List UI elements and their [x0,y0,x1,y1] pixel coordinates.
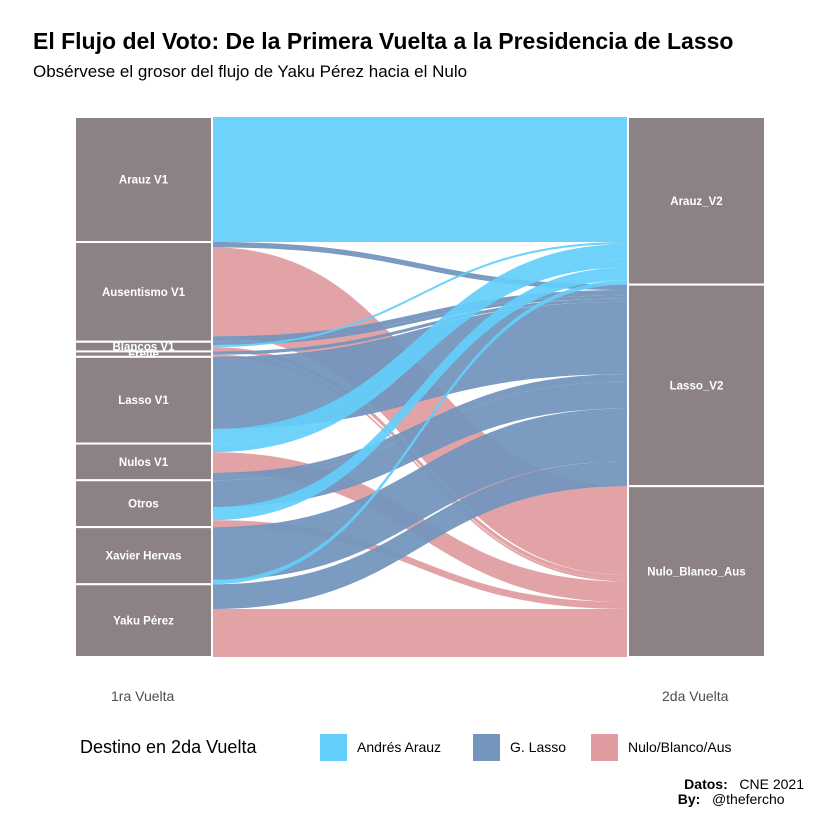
legend-title: Destino en 2da Vuelta [80,737,257,757]
flow-yaku-perez-to-lasso-v2 [212,461,628,610]
stratum-arauz-v1: Arauz V1 [74,116,213,244]
legend-label-lasso: G. Lasso [510,739,567,755]
flow-blancos-v1-to-lasso-v2 [212,295,628,345]
stratum-arauz-v2: Arauz_V2 [627,116,766,286]
caption-datos-label: Datos: [684,776,728,792]
stratum-ausentismo-v1-label: Ausentismo V1 [102,287,186,299]
stratum-nulo-blanco-aus-label: Nulo_Blanco_Aus [647,567,745,579]
legend-label-arauz: Andrés Arauz [357,739,442,755]
stratum-lasso-v1-label: Lasso V1 [118,395,169,407]
legend-item-nulo: Nulo/Blanco/Aus [591,733,732,761]
chart-title: El Flujo del Voto: De la Primera Vuelta … [33,28,734,54]
caption-by-label: By: [677,791,701,807]
stratum-lasso-v2: Lasso_V2 [627,283,766,488]
axis-label-second-round: 2da Vuelta [662,688,729,704]
stratum-xavier-hervas: Xavier Hervas [74,526,213,586]
caption-datos-value: CNE 2021 [739,776,804,792]
stratum-lasso-v1-box [74,355,213,445]
stratum-yaku-perez-label: Yaku Pérez [113,616,174,628]
flow-otros-to-lasso-v2 [212,381,628,508]
flow-lasso-v1-to-lasso-v2 [212,301,628,430]
flow-xavier-hervas-to-arauz-v2 [212,280,628,585]
legend-key-lasso [473,733,500,761]
stratum-yaku-perez-box [74,583,213,658]
stratum-arauz-v2-box [627,116,766,286]
flow-lasso-v1-to-arauz-v2 [212,244,628,444]
stratum-xavier-hervas-label: Xavier Hervas [105,551,181,563]
chart-subtitle: Obsérvese el grosor del flujo de Yaku Pé… [33,62,468,81]
legend: Destino en 2da Vuelta Andrés Arauz G. La… [80,733,780,761]
flow-xavier-hervas-to-lasso-v2 [212,408,628,580]
flow-blancos-v1-to-nulo-blanco-aus [212,347,628,580]
legend-item-arauz: Andrés Arauz [320,733,441,761]
caption-by-value: @thefercho [711,791,785,807]
stratum-arauz-v2-label: Arauz_V2 [670,196,722,208]
flow-blancos-v1-to-arauz-v2 [212,242,628,348]
flow-frelle-to-lasso-v2 [212,298,628,355]
stratum-arauz-v1-label: Arauz V1 [119,175,169,187]
flow-layer [212,117,628,657]
stratum-nulos-v1: Nulos V1 [74,442,213,482]
legend-key-nulo [591,733,618,761]
stratum-nulo-blanco-aus: Nulo_Blanco_Aus [627,485,766,658]
flow-arauz-v1-to-arauz-v2 [212,117,628,243]
legend-key-arauz [320,733,347,761]
stratum-ausentismo-v1: Ausentismo V1 [74,241,213,343]
stratum-otros-label: Otros [128,499,159,511]
flow-ausentismo-v1-to-lasso-v2 [212,289,628,342]
legend-item-lasso: G. Lasso [473,733,566,761]
flow-yaku-perez-to-nulo-blanco-aus [212,609,628,657]
flow-otros-to-arauz-v2 [212,267,628,521]
stratum-lasso-v1: Lasso V1 [74,355,213,445]
stratum-nulos-v1-label: Nulos V1 [119,457,169,469]
flow-ausentismo-v1-to-lasso-v2 [212,242,628,290]
flow-nulos-v1-to-lasso-v2 [212,374,628,481]
stratum-otros-box [74,479,213,529]
stratum-nulos-v1-box [74,442,213,482]
stratum-otros: Otros [74,479,213,529]
axis-label-first-round: 1ra Vuelta [111,688,175,704]
stratum-yaku-perez: Yaku Pérez [74,583,213,658]
flow-otros-to-nulo-blanco-aus [212,520,628,610]
stratum-arauz-v1-box [74,116,213,244]
caption: Datos: CNE 2021 By: @thefercho [678,777,804,807]
flow-nulos-v1-to-arauz-v2 [212,258,628,453]
stratum-nulo-blanco-aus-box [627,485,766,658]
stratum-lasso-v2-box [627,283,766,488]
stratum-lasso-v2-label: Lasso_V2 [670,380,724,392]
legend-label-nulo: Nulo/Blanco/Aus [628,739,732,755]
